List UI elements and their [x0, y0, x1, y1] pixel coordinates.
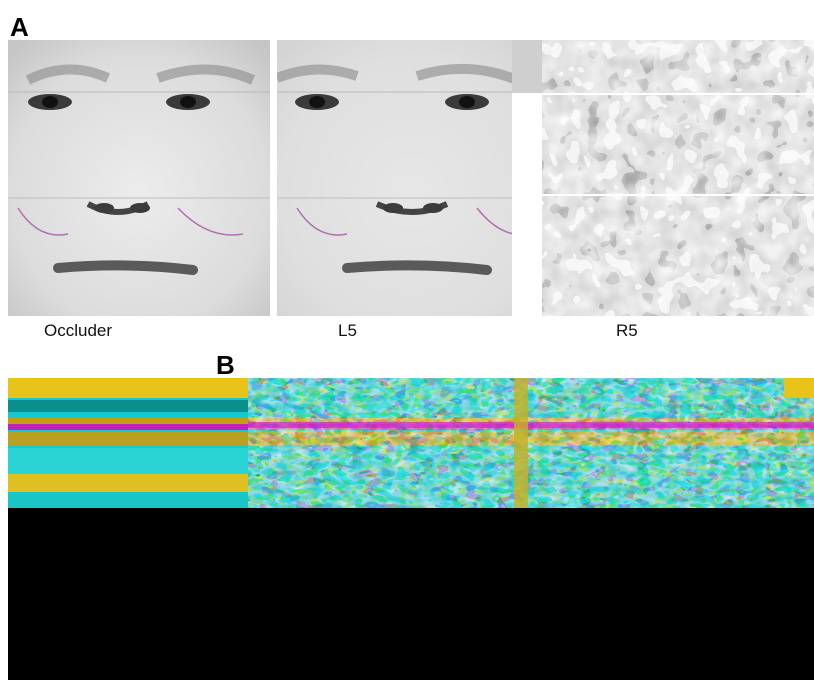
panel-b-letter: B [216, 350, 235, 380]
l5-caption: L5 [338, 321, 357, 340]
panel-b-colored-strips-image [8, 378, 814, 680]
occluder-caption: Occluder [44, 321, 113, 340]
l5-face-image [277, 40, 545, 316]
panel-a-letter: A [10, 12, 29, 42]
r5-caption: R5 [616, 321, 638, 340]
r5-noise-image [512, 40, 814, 316]
occluder-face-image [8, 40, 270, 316]
